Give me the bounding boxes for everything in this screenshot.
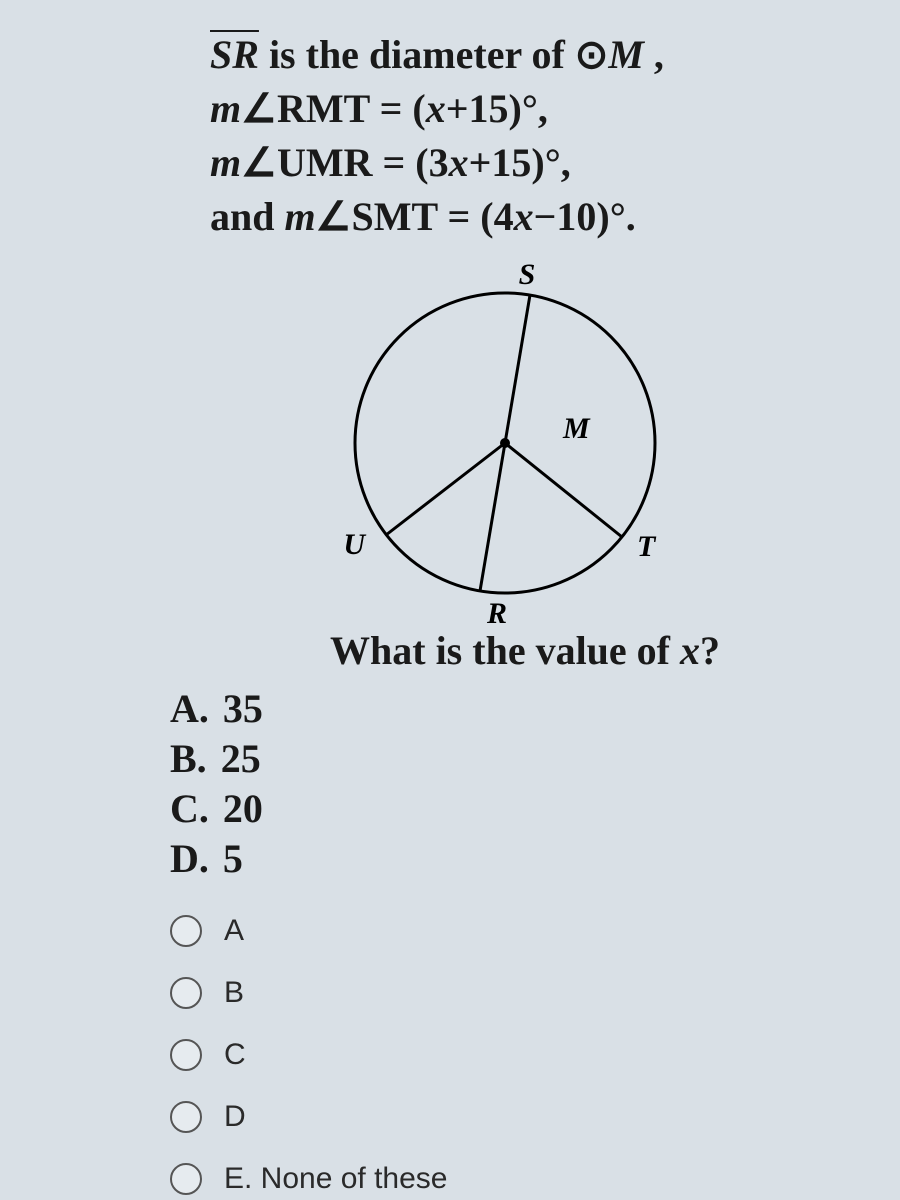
label-r: R: [486, 597, 507, 628]
radio-option-e[interactable]: E. None of these: [170, 1162, 840, 1196]
radio-label: C: [224, 1038, 246, 1072]
label-t: T: [637, 530, 657, 563]
radius-mu: [386, 443, 505, 535]
answer-value: 5: [223, 834, 243, 884]
label-s: S: [519, 258, 536, 291]
answer-letter: C.: [170, 784, 209, 834]
center-point-m: [500, 438, 510, 448]
problem-line-1: SR is the diameter of ⊙M ,: [210, 28, 840, 82]
problem-statement: SR is the diameter of ⊙M , m∠RMT = (x+15…: [210, 28, 840, 244]
radio-option-c[interactable]: C: [170, 1038, 840, 1072]
answer-letter: A.: [170, 684, 209, 734]
answer-value: 25: [221, 734, 261, 784]
radio-label: A: [224, 914, 244, 948]
answer-choice-b: B. 25: [170, 734, 840, 784]
radio-icon[interactable]: [170, 977, 202, 1009]
radio-icon[interactable]: [170, 1163, 202, 1195]
answer-choice-a: A. 35: [170, 684, 840, 734]
answer-letter: D.: [170, 834, 209, 884]
radio-icon[interactable]: [170, 1101, 202, 1133]
radio-label: D: [224, 1100, 246, 1134]
answer-value: 20: [223, 784, 263, 834]
problem-line-2: m∠RMT = (x+15)°,: [210, 82, 840, 136]
radio-option-a[interactable]: A: [170, 914, 840, 948]
answer-choice-d: D. 5: [170, 834, 840, 884]
radio-option-b[interactable]: B: [170, 976, 840, 1010]
segment-sr: SR: [210, 32, 259, 77]
radio-label: E. None of these: [224, 1162, 447, 1196]
radio-options: ABCD E. None of these: [170, 914, 840, 1196]
question-text: What is the value of x?: [210, 627, 840, 674]
answer-value: 35: [223, 684, 263, 734]
question-page: SR is the diameter of ⊙M , m∠RMT = (x+15…: [0, 0, 900, 1200]
radius-mt: [505, 443, 622, 537]
answer-choices: A. 35 B. 25C. 20 D. 5: [170, 684, 840, 884]
radio-icon[interactable]: [170, 915, 202, 947]
circle-diagram: S R T U M: [315, 248, 695, 628]
problem-line-3: m∠UMR = (3x+15)°,: [210, 136, 840, 190]
diagram-container: S R T U M: [170, 248, 840, 633]
label-m: M: [562, 412, 591, 445]
radio-icon[interactable]: [170, 1039, 202, 1071]
label-u: U: [343, 528, 366, 561]
answer-choice-c: C. 20: [170, 784, 840, 834]
radio-label: B: [224, 976, 244, 1010]
answer-letter: B.: [170, 734, 207, 784]
radio-option-d[interactable]: D: [170, 1100, 840, 1134]
problem-line-4: and m∠SMT = (4x−10)°.: [210, 190, 840, 244]
